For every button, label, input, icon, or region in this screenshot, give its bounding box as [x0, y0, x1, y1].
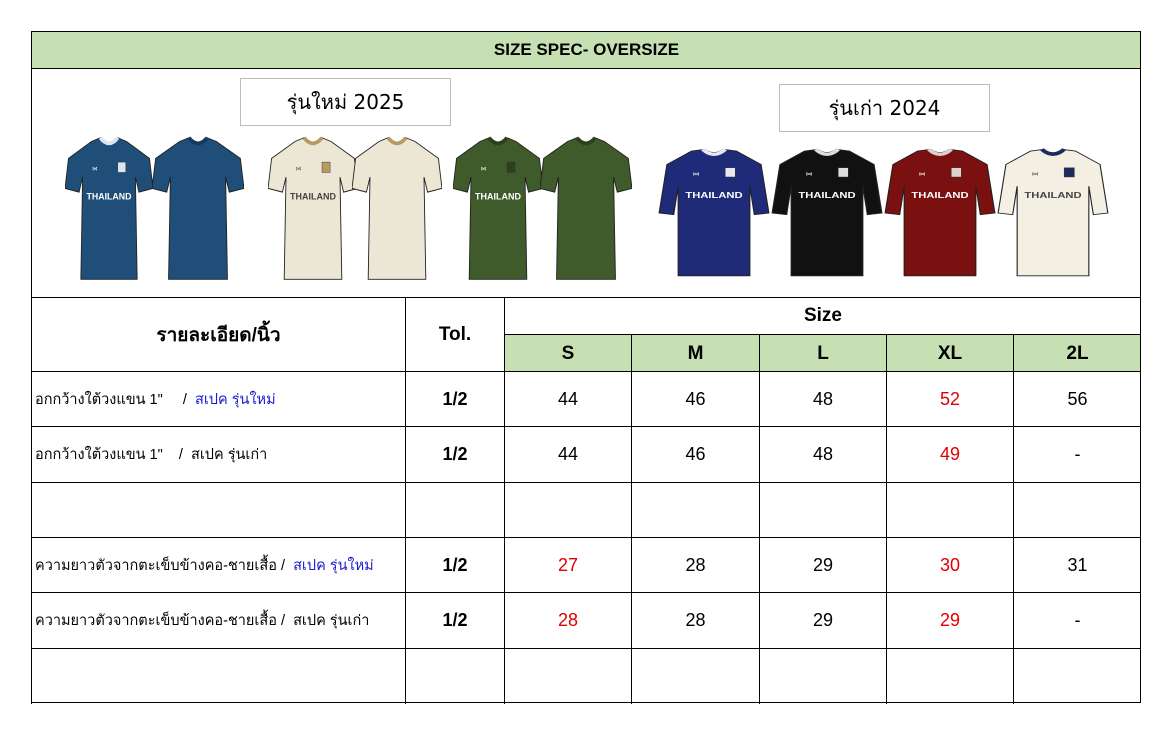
detail-header: รายละเอียด/นิ้ว	[31, 297, 405, 372]
value-cell	[631, 647, 759, 704]
row-description: อกกว้างใต้วงแขน 1" / สเปค รุ่นเก่า	[31, 426, 405, 483]
tol-header: Tol.	[405, 297, 504, 372]
svg-text:THAILAND: THAILAND	[290, 191, 336, 201]
svg-text:⋈: ⋈	[1032, 172, 1039, 177]
new-jersey-back-image	[152, 136, 244, 280]
value-cell: 27	[504, 536, 631, 593]
new-jersey-front-image: THAILAND ⋈	[453, 136, 543, 280]
tolerance-cell: 1/2	[405, 536, 504, 593]
value-cell: 29	[886, 592, 1013, 649]
measure-label: ความยาวตัวจากตะเข็บข้างคอ-ชายเสื้อ /	[35, 557, 294, 574]
value-cell: 29	[759, 592, 886, 649]
size-col-2l: 2L	[1013, 334, 1141, 372]
spec-version: สเปค รุ่นเก่า	[293, 613, 370, 630]
tolerance-cell: 1/2	[405, 426, 504, 483]
tolerance-cell	[405, 481, 504, 538]
old-jersey-front-image: THAILAND ⋈	[658, 148, 770, 277]
spec-version: สเปค รุ่นใหม่	[195, 392, 276, 408]
svg-text:⋈: ⋈	[92, 166, 97, 172]
svg-text:⋈: ⋈	[296, 166, 301, 172]
value-cell: 48	[759, 426, 886, 483]
svg-text:THAILAND: THAILAND	[798, 191, 855, 200]
spec-version: สเปค รุ่นใหม่	[293, 557, 374, 574]
svg-text:⋈: ⋈	[481, 166, 486, 172]
old-jersey-front-image: THAILAND ⋈	[997, 148, 1109, 277]
measure-label: อกกว้างใต้วงแขน 1" /	[35, 447, 191, 464]
row-description: ความยาวตัวจากตะเข็บข้างคอ-ชายเสื้อ / สเป…	[31, 536, 405, 593]
value-cell: 28	[631, 592, 759, 649]
old-jersey-front-image: THAILAND ⋈	[771, 148, 883, 277]
measure-label: อกกว้างใต้วงแขน 1" /	[35, 392, 195, 408]
row-description	[31, 481, 405, 538]
row-description	[31, 647, 405, 704]
value-cell	[504, 481, 631, 538]
value-cell: 56	[1013, 371, 1141, 427]
value-cell	[504, 647, 631, 704]
value-cell	[759, 647, 886, 704]
row-description: ความยาวตัวจากตะเข็บข้างคอ-ชายเสื้อ / สเป…	[31, 592, 405, 649]
value-cell: 48	[759, 371, 886, 427]
old-model-label: รุ่นเก่า 2024	[779, 84, 990, 132]
svg-text:THAILAND: THAILAND	[475, 191, 521, 201]
new-model-label: รุ่นใหม่ 2025	[240, 78, 451, 126]
tolerance-cell: 1/2	[405, 592, 504, 649]
svg-text:THAILAND: THAILAND	[685, 191, 742, 200]
value-cell: 46	[631, 426, 759, 483]
value-cell: -	[1013, 592, 1141, 649]
value-cell: 29	[759, 536, 886, 593]
size-col-l: L	[759, 334, 886, 372]
value-cell: 44	[504, 371, 631, 427]
value-cell	[1013, 481, 1141, 538]
measure-label: ความยาวตัวจากตะเข็บข้างคอ-ชายเสื้อ /	[35, 613, 294, 630]
new-jersey-front-image: THAILAND ⋈	[65, 136, 153, 280]
value-cell	[759, 481, 886, 538]
size-col-s: S	[504, 334, 631, 372]
value-cell: 46	[631, 371, 759, 427]
value-cell	[886, 481, 1013, 538]
value-cell: 52	[886, 371, 1013, 427]
new-jersey-back-image	[540, 136, 632, 280]
tolerance-cell	[405, 647, 504, 704]
sheet-title: SIZE SPEC- OVERSIZE	[31, 31, 1141, 68]
value-cell	[886, 647, 1013, 704]
image-area	[31, 68, 1141, 298]
value-cell: 31	[1013, 536, 1141, 593]
size-header: Size	[504, 297, 1141, 334]
value-cell	[1013, 647, 1141, 704]
svg-text:⋈: ⋈	[806, 172, 813, 177]
svg-text:⋈: ⋈	[693, 172, 700, 177]
new-jersey-front-image: THAILAND ⋈	[268, 136, 358, 280]
size-col-xl: XL	[886, 334, 1013, 372]
new-jersey-back-image	[352, 136, 442, 280]
size-col-m: M	[631, 334, 759, 372]
svg-text:⋈: ⋈	[919, 172, 926, 177]
value-cell: 44	[504, 426, 631, 483]
value-cell: 49	[886, 426, 1013, 483]
value-cell: 28	[631, 536, 759, 593]
value-cell	[631, 481, 759, 538]
value-cell: 28	[504, 592, 631, 649]
row-description: อกกว้างใต้วงแขน 1" / สเปค รุ่นใหม่	[31, 371, 405, 427]
value-cell: -	[1013, 426, 1141, 483]
svg-text:THAILAND: THAILAND	[911, 191, 968, 200]
spec-version: สเปค รุ่นเก่า	[190, 447, 268, 464]
svg-text:THAILAND: THAILAND	[87, 191, 132, 201]
old-jersey-front-image: THAILAND ⋈	[884, 148, 996, 277]
svg-text:THAILAND: THAILAND	[1024, 191, 1081, 200]
tolerance-cell: 1/2	[405, 371, 504, 427]
value-cell: 30	[886, 536, 1013, 593]
